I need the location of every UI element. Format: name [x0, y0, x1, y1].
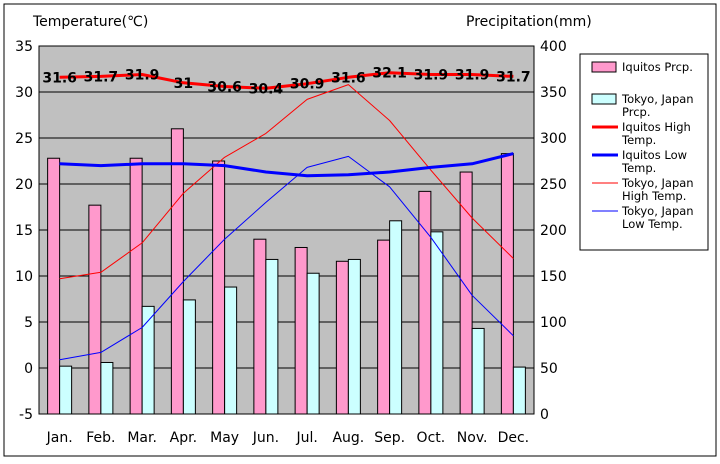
- data-label-iquitos-high-10: 31.9: [455, 68, 490, 84]
- bar-iquitos-prcp--7: [335, 260, 349, 415]
- right-axis-label: Precipitation(mm): [466, 14, 592, 30]
- x-tick-label: Oct.: [417, 430, 446, 446]
- x-tick-label: Jun.: [252, 430, 279, 446]
- data-label-iquitos-high-4: 30.6: [207, 79, 242, 95]
- x-tick-label: Nov.: [457, 430, 488, 446]
- line-series-group: [59, 71, 514, 361]
- left-tick-label: 35: [15, 39, 33, 55]
- right-tick-label: 150: [540, 269, 567, 285]
- x-tick-label: Feb.: [86, 430, 115, 446]
- right-tick-label: 250: [540, 177, 567, 193]
- right-tick-label: 100: [540, 315, 567, 331]
- x-tick-label: Jan.: [46, 430, 73, 446]
- data-label-iquitos-high-0: 31.6: [42, 70, 77, 86]
- left-tick-label: 20: [15, 177, 33, 193]
- bar-tokyo-japan-prcp--9: [430, 231, 444, 415]
- legend-label-tokyo-japan-high-temp-: High Temp.: [622, 189, 686, 203]
- x-tick-label: Jul.: [295, 430, 317, 446]
- right-tick-label: 400: [540, 39, 567, 55]
- legend-label-iquitos-low-temp-: Temp.: [621, 161, 656, 175]
- x-tick-label: Sep.: [374, 430, 405, 446]
- left-tick-label: 30: [15, 85, 33, 101]
- legend-swatch-tokyo-japan-prcp-: [591, 93, 617, 105]
- bar-tokyo-japan-prcp--7: [347, 258, 361, 415]
- left-tick-label: 0: [24, 361, 33, 377]
- legend-label-iquitos-high-temp-: Temp.: [621, 133, 656, 147]
- data-label-iquitos-high-1: 31.7: [84, 69, 119, 85]
- data-label-iquitos-high-2: 31.9: [125, 68, 160, 84]
- legend-label-tokyo-japan-prcp-: Tokyo, Japan: [621, 92, 694, 106]
- data-label-group: 31.6 31.7 31.9 31 30.6 30.4 30.9 31.6 32.1 31.9 31…: [42, 66, 530, 98]
- data-label-iquitos-high-7: 31.6: [331, 70, 366, 86]
- bar-iquitos-prcp--0: [47, 157, 61, 415]
- line-iquitos-low-temp-: [59, 152, 514, 178]
- bar-tokyo-japan-prcp--6: [306, 272, 320, 415]
- bar-tokyo-japan-prcp--11: [512, 366, 526, 415]
- axis-group: -505101520253035050100150200250300350400…: [15, 39, 567, 446]
- x-tick-label: May: [210, 430, 239, 446]
- x-tick-label: Dec.: [498, 430, 530, 446]
- line-tokyo-japan-high-temp-: [59, 84, 514, 280]
- data-label-iquitos-high-11: 31.7: [496, 69, 531, 85]
- bar-iquitos-prcp--8: [377, 239, 391, 415]
- bar-iquitos-prcp--3: [170, 128, 184, 415]
- bar-tokyo-japan-prcp--1: [100, 361, 114, 415]
- line-tokyo-japan-low-temp-: [59, 155, 514, 361]
- left-axis-label: Temperature(℃): [32, 14, 148, 30]
- right-tick-label: 200: [540, 223, 567, 239]
- x-tick-label: Apr.: [170, 430, 197, 446]
- legend-label-tokyo-japan-prcp-: Prcp.: [622, 105, 651, 119]
- legend-label-tokyo-japan-low-temp-: Low Temp.: [622, 217, 683, 231]
- bar-tokyo-japan-prcp--0: [59, 365, 73, 415]
- data-label-iquitos-high-5: 30.4: [249, 81, 284, 97]
- right-tick-label: 300: [540, 131, 567, 147]
- data-label-iquitos-high-6: 30.9: [290, 77, 325, 93]
- x-tick-label: Aug.: [332, 430, 364, 446]
- left-tick-label: 15: [15, 223, 33, 239]
- bar-iquitos-prcp--5: [253, 238, 267, 415]
- left-tick-label: -5: [19, 407, 33, 423]
- legend-label-tokyo-japan-high-temp-: Tokyo, Japan: [621, 176, 694, 190]
- bar-tokyo-japan-prcp--2: [141, 305, 155, 415]
- bar-iquitos-prcp--6: [294, 246, 308, 415]
- left-tick-label: 25: [15, 131, 33, 147]
- legend-label-iquitos-high-temp-: Iquitos High: [622, 120, 691, 134]
- bar-tokyo-japan-prcp--8: [389, 220, 403, 415]
- bar-iquitos-prcp--4: [212, 160, 226, 415]
- data-label-iquitos-high-9: 31.9: [414, 68, 449, 84]
- right-tick-label: 0: [540, 407, 549, 423]
- line-iquitos-high-temp-: [59, 71, 514, 90]
- right-tick-label: 350: [540, 85, 567, 101]
- bar-iquitos-prcp--1: [88, 204, 102, 415]
- x-tick-label: Mar.: [127, 430, 157, 446]
- legend-box: [579, 53, 709, 251]
- bar-tokyo-japan-prcp--3: [182, 299, 196, 415]
- left-tick-label: 10: [15, 269, 33, 285]
- legend-label-tokyo-japan-low-temp-: Tokyo, Japan: [621, 204, 694, 218]
- grid-lines: [39, 91, 534, 369]
- plot-border: [38, 45, 535, 415]
- data-label-iquitos-high-3: 31: [174, 76, 193, 92]
- bar-iquitos-prcp--11: [500, 153, 514, 415]
- left-tick-label: 5: [24, 315, 33, 331]
- data-label-iquitos-high-8: 32.1: [372, 66, 407, 82]
- right-tick-label: 50: [540, 361, 558, 377]
- bar-tokyo-japan-prcp--4: [224, 286, 238, 415]
- legend-label-iquitos-low-temp-: Iquitos Low: [622, 148, 687, 162]
- bar-tokyo-japan-prcp--10: [471, 327, 485, 415]
- legend-label-iquitos-prcp-: Iquitos Prcp.: [622, 60, 693, 74]
- legend-swatch-iquitos-prcp-: [591, 61, 617, 73]
- bar-iquitos-prcp--2: [129, 157, 143, 415]
- bar-series-group: [47, 128, 526, 415]
- bar-tokyo-japan-prcp--5: [265, 258, 279, 415]
